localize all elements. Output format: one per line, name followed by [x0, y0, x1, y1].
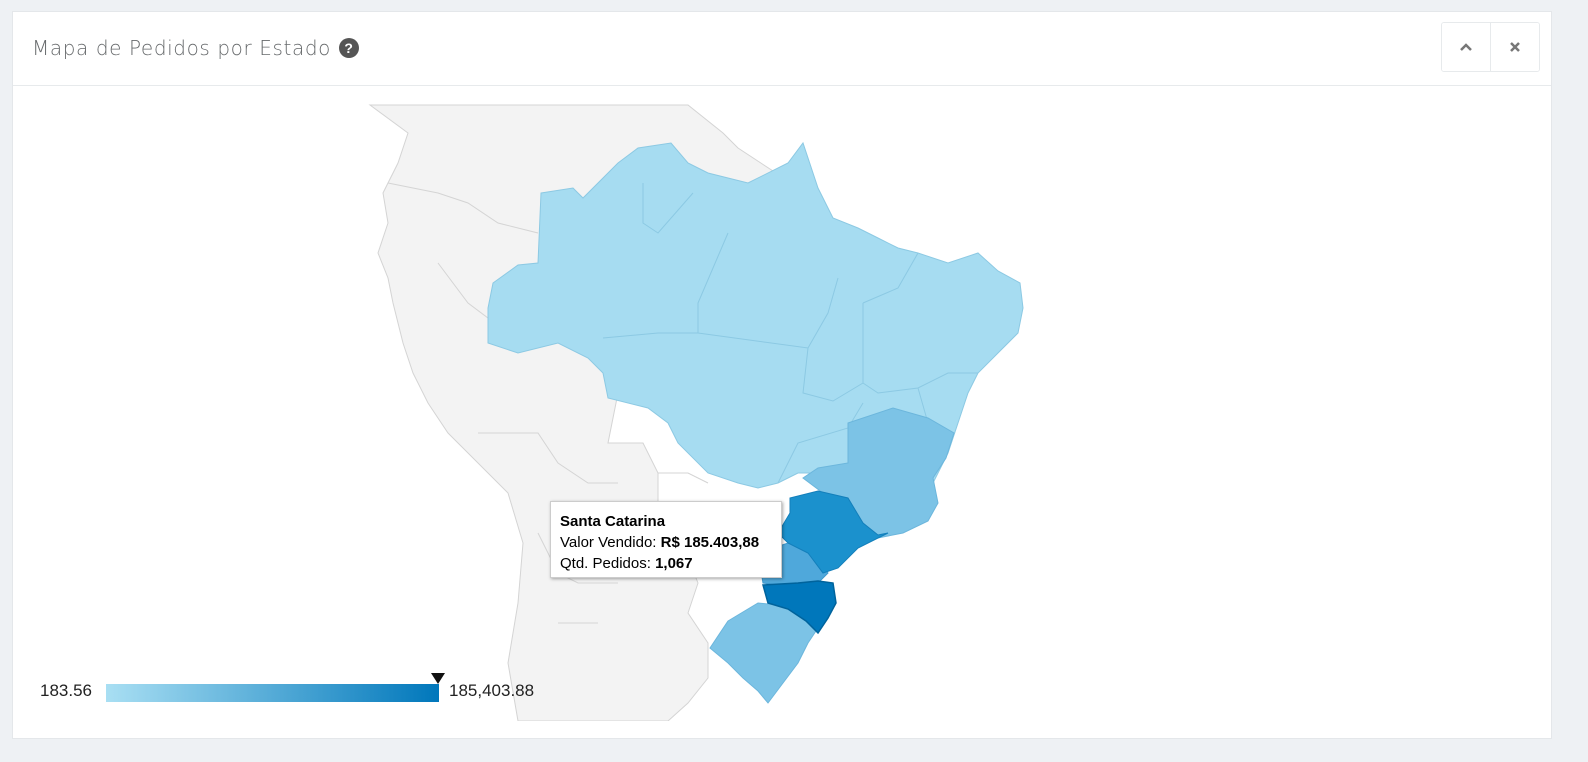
panel-tools	[1441, 22, 1540, 72]
tooltip-value-row: Valor Vendido: R$ 185.403,88	[560, 532, 772, 553]
legend-max-value: 185,403.88	[449, 681, 535, 700]
orders-map-panel: Mapa de Pedidos por Estado ?	[12, 11, 1552, 739]
help-icon[interactable]: ?	[339, 38, 359, 58]
chevron-up-icon	[1460, 43, 1472, 51]
tooltip-state: Santa Catarina	[560, 513, 666, 530]
legend-color-scale	[106, 684, 439, 702]
close-button[interactable]	[1490, 23, 1539, 71]
tooltip-value-label: Valor Vendido:	[560, 534, 657, 551]
legend-min-value: 183.56	[40, 681, 92, 700]
panel-header: Mapa de Pedidos por Estado ?	[13, 12, 1551, 86]
brazil-state-map[interactable]	[358, 103, 1058, 721]
map-svg	[368, 104, 1024, 721]
tooltip-orders-label: Qtd. Pedidos:	[560, 555, 651, 572]
tooltip-orders-row: Qtd. Pedidos: 1,067	[560, 553, 772, 574]
close-icon	[1510, 42, 1520, 52]
panel-title: Mapa de Pedidos por Estado ?	[32, 36, 359, 60]
collapse-button[interactable]	[1442, 23, 1490, 71]
state-minas-gerais[interactable]	[802, 407, 955, 539]
state-santa-catarina[interactable]	[762, 580, 837, 635]
map-tooltip: Santa Catarina Valor Vendido: R$ 185.403…	[550, 501, 782, 578]
tooltip-orders: 1,067	[655, 555, 693, 572]
legend-marker-icon	[431, 673, 445, 684]
panel-title-text: Mapa de Pedidos por Estado	[32, 36, 331, 60]
tooltip-value: R$ 185.403,88	[660, 534, 760, 551]
